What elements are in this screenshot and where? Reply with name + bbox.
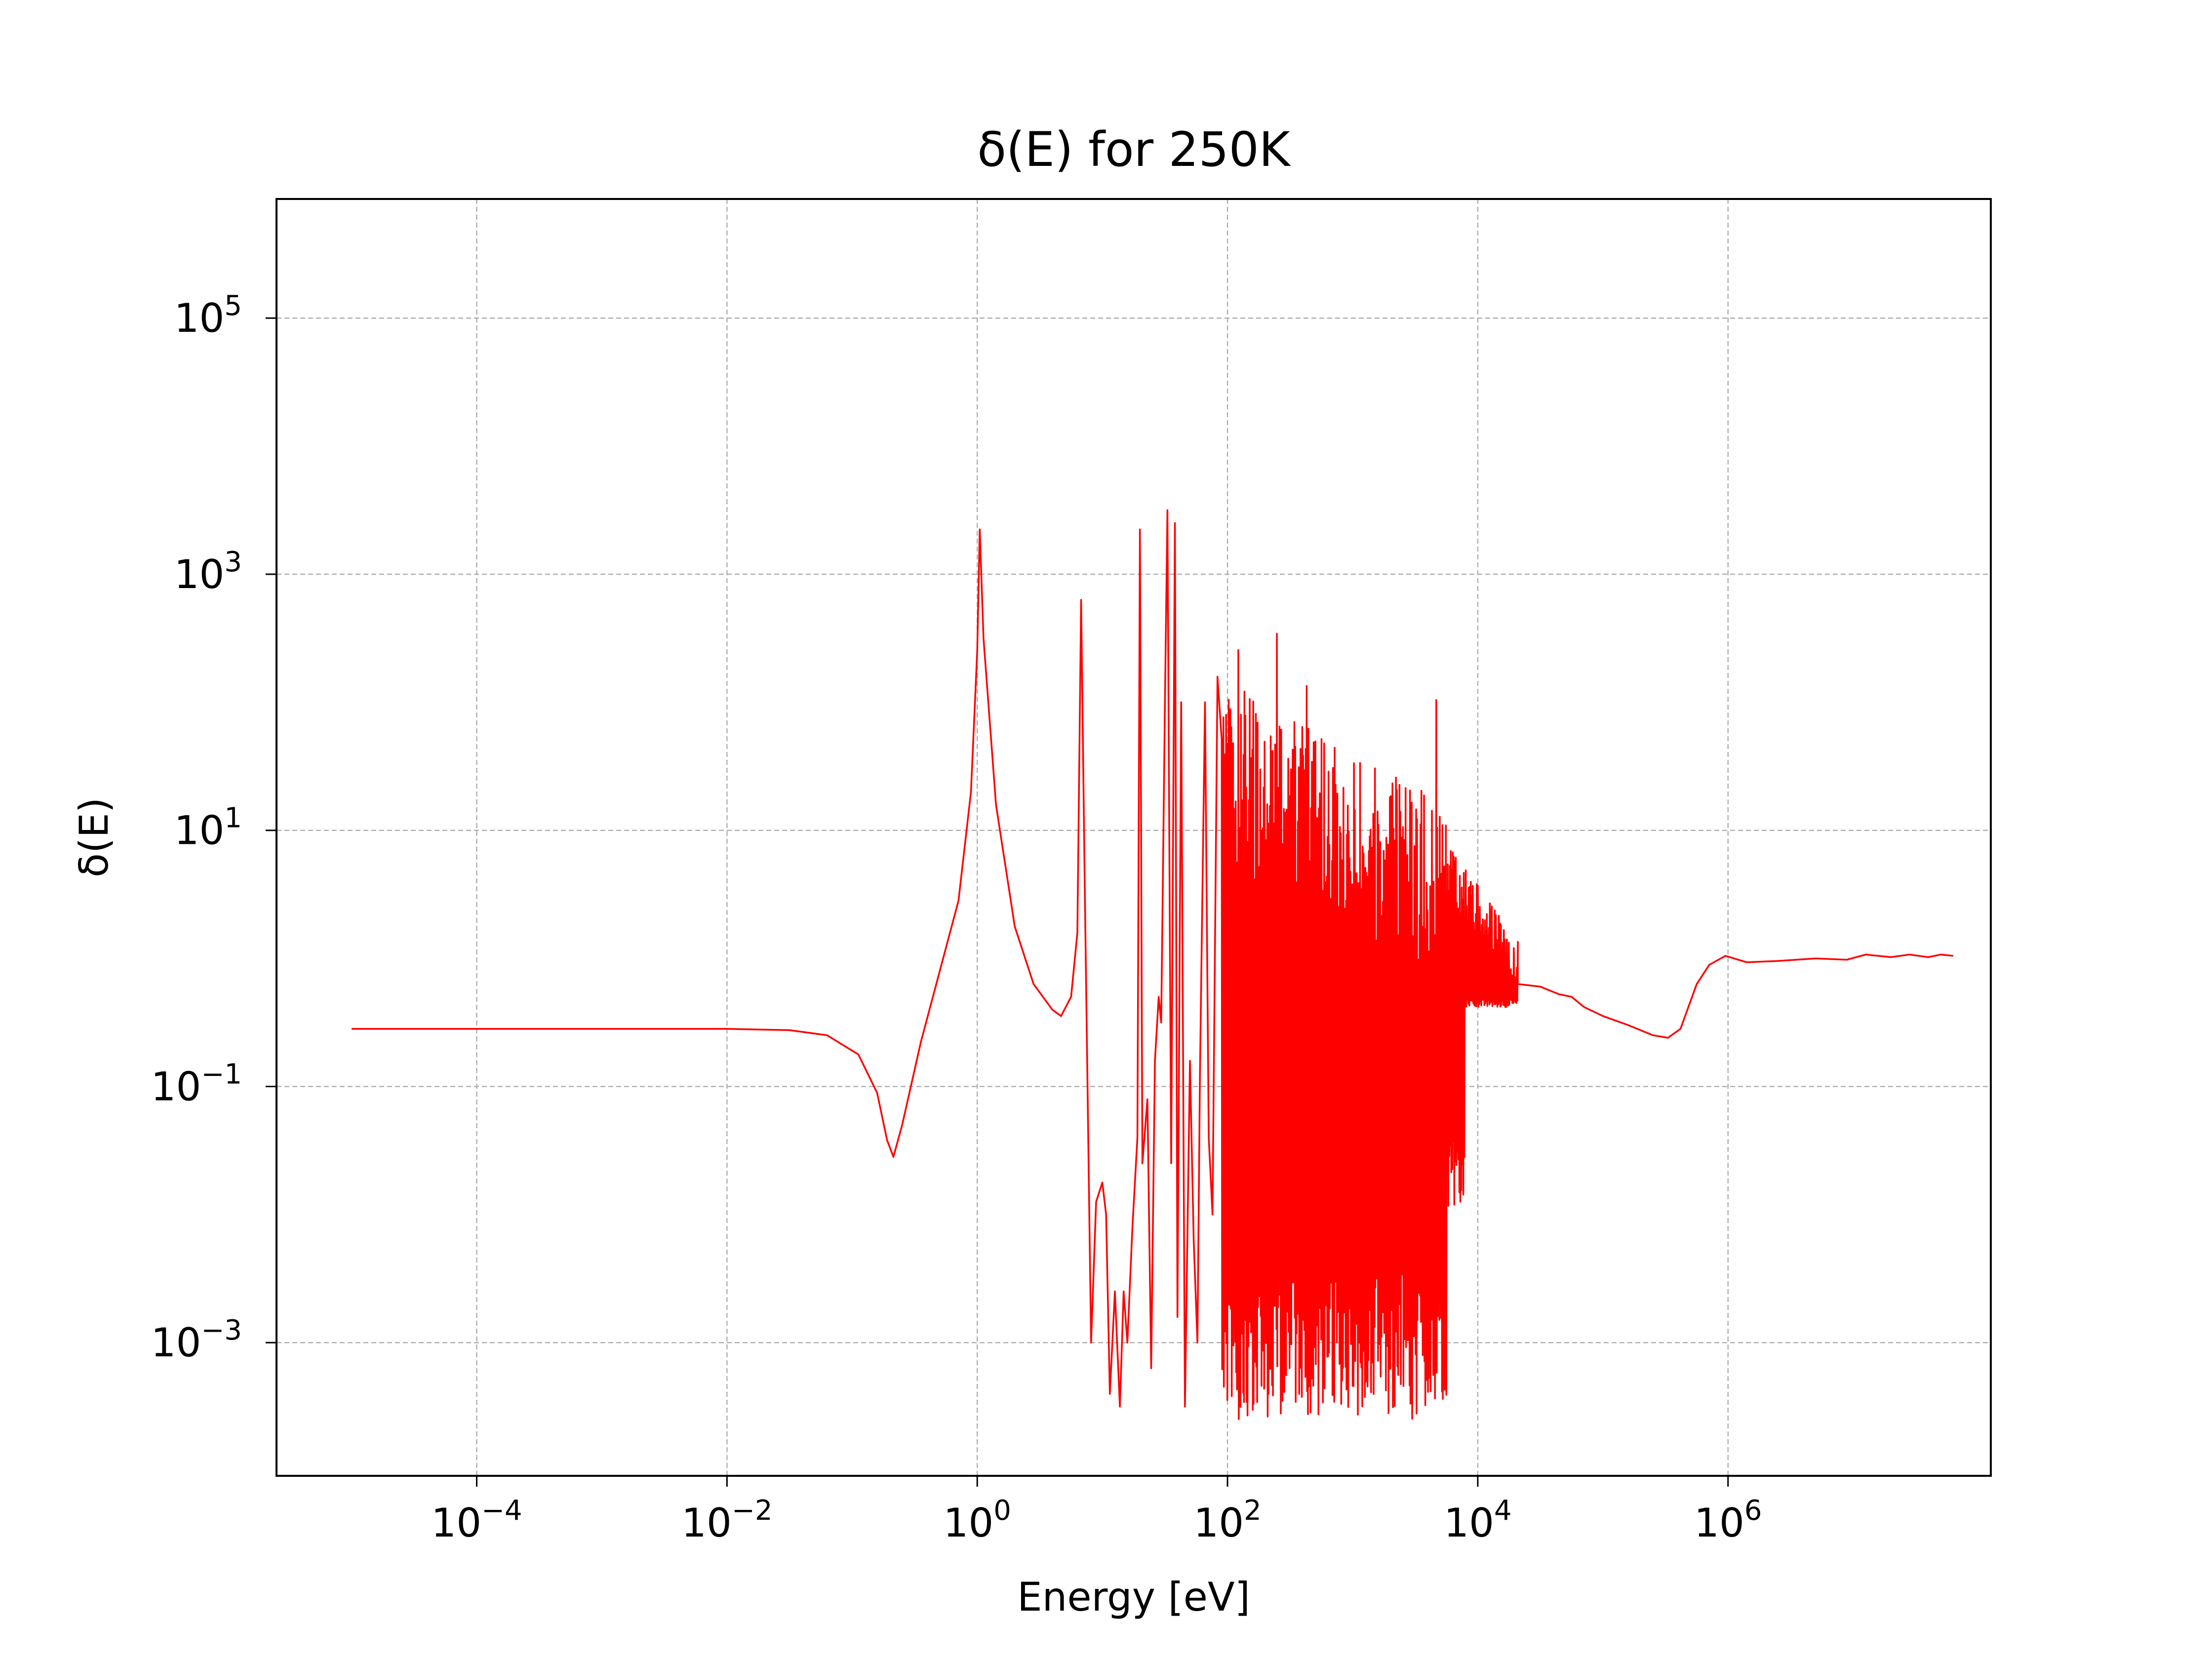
y-tick-label: 105 [174,290,242,341]
y-axis-label: δ(E) [71,797,117,877]
grid-lines [276,199,1991,1476]
x-tick-label: 100 [943,1495,1011,1546]
y-tick-label: 103 [174,546,242,597]
x-tick-label: 104 [1444,1495,1511,1546]
axis-ticks: 10−4 10−2 100 102 104 106 10−3 10−1 101 103 105 [151,290,1762,1546]
y-tick-label: 101 [174,802,242,854]
x-axis-label: Energy [eV] [1017,1574,1250,1620]
y-tick-label: 10−1 [151,1058,242,1109]
delta-e-line [352,509,1954,1420]
data-series [352,509,1954,1420]
x-tick-label: 10−4 [431,1495,522,1546]
x-tick-label: 10−2 [681,1495,772,1546]
plot-frame [276,198,1992,1477]
x-tick-label: 106 [1694,1495,1762,1546]
y-tick-label: 10−3 [151,1314,242,1366]
chart-title: δ(E) for 250K [977,122,1291,177]
x-tick-label: 102 [1193,1495,1261,1546]
